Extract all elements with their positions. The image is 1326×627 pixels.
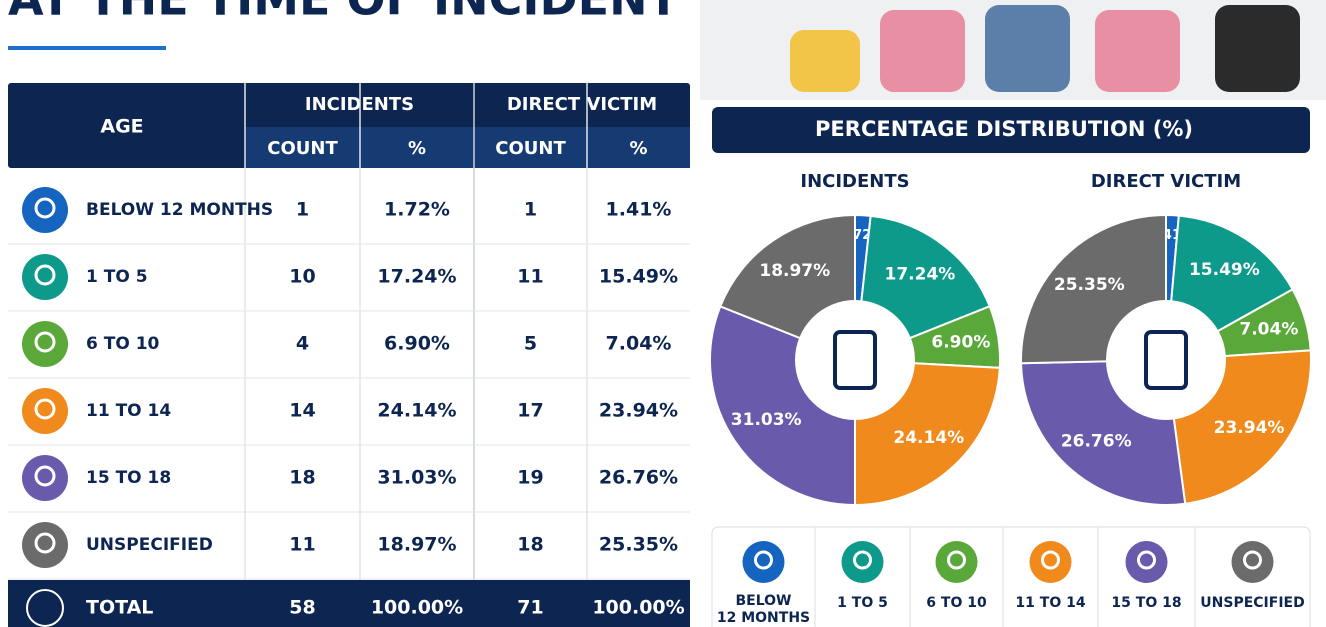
table-cell: 4 [296, 333, 309, 355]
legend-icon [1232, 541, 1274, 583]
table-total-label: TOTAL [86, 597, 153, 619]
legend-label: 15 TO 18 [1111, 595, 1181, 611]
pie-value-label: 26.76% [1061, 432, 1132, 452]
page: AT THE TIME OF INCIDENT PERCENTAGE DISTR… [0, 0, 1326, 627]
page-title: AT THE TIME OF INCIDENT [8, 0, 680, 26]
distribution-title: PERCENTAGE DISTRIBUTION (%) [815, 117, 1193, 141]
table-subheader-cell: COUNT [267, 138, 338, 159]
pie-value-label: 31.03% [731, 410, 802, 430]
pie-value-label: 17.24% [885, 265, 956, 285]
table-age-label: BELOW 12 MONTHS [86, 200, 273, 220]
infographic: AT THE TIME OF INCIDENT PERCENTAGE DISTR… [0, 0, 1326, 627]
table-cell: 1.72% [384, 199, 450, 221]
table-age-label: 6 TO 10 [86, 334, 160, 354]
table-subheader-cell: COUNT [495, 138, 566, 159]
pie-value-label: 25.35% [1054, 275, 1125, 295]
table-total-cell: 58 [289, 597, 315, 619]
table-cell: 18.97% [377, 534, 456, 556]
table-cell: 14 [289, 400, 315, 422]
legend-label: 1 TO 5 [837, 595, 888, 611]
table-cell: 19 [517, 467, 543, 489]
table-age-label: 15 TO 18 [86, 468, 171, 488]
pie-value-label: 6.90% [931, 333, 990, 353]
table-cell: 7.04% [606, 333, 672, 355]
table-cell: 25.35% [599, 534, 678, 556]
pie-value-label: 23.94% [1214, 418, 1285, 438]
kids-photo [700, 0, 1326, 100]
age-icon [22, 321, 68, 367]
legend-icon [936, 541, 978, 583]
pie-hole [795, 300, 915, 420]
pie-title: DIRECT VICTIM [1091, 171, 1241, 192]
table-cell: 18 [289, 467, 315, 489]
legend-label: 6 TO 10 [926, 595, 987, 611]
pie-title: INCIDENTS [800, 171, 909, 192]
age-icon [22, 388, 68, 434]
pie-hole [1106, 300, 1226, 420]
table-cell: 17 [517, 400, 543, 422]
table-age-label: UNSPECIFIED [86, 535, 213, 555]
table-cell: 11 [517, 266, 543, 288]
table-cell: 1 [524, 199, 537, 221]
age-icon [22, 455, 68, 501]
table-age-header: AGE [100, 116, 143, 138]
table-total-cell: 100.00% [371, 597, 463, 619]
pie-value-label: 7.04% [1239, 320, 1298, 340]
table-cell: 15.49% [599, 266, 678, 288]
age-icon [22, 254, 68, 300]
table-cell: 23.94% [599, 400, 678, 422]
table-age-label: 1 TO 5 [86, 267, 148, 287]
table-cell: 1.41% [606, 199, 672, 221]
table-cell: 10 [289, 266, 315, 288]
legend-icon [1126, 541, 1168, 583]
title-underline [8, 46, 166, 50]
legend-icon [1030, 541, 1072, 583]
pie-value-label: 15.49% [1189, 260, 1260, 280]
legend-icon [842, 541, 884, 583]
table-total-cell: 71 [517, 597, 543, 619]
table-subheader-cell: % [408, 138, 426, 159]
table-cell: 31.03% [377, 467, 456, 489]
pie-value-label: 18.97% [759, 261, 830, 281]
table-subheader-cell: % [629, 138, 647, 159]
age-icon [22, 187, 68, 233]
table-cell: 6.90% [384, 333, 450, 355]
table-cell: 26.76% [599, 467, 678, 489]
table-group-header: DIRECT VICTIM [507, 94, 657, 115]
age-icon [22, 522, 68, 568]
table-cell: 5 [524, 333, 537, 355]
legend-label: 11 TO 14 [1015, 595, 1085, 611]
table-cell: 17.24% [377, 266, 456, 288]
table-cell: 11 [289, 534, 315, 556]
table-total-cell: 100.00% [592, 597, 684, 619]
table-cell: 1 [296, 199, 309, 221]
legend-icon [743, 541, 785, 583]
table-age-label: 11 TO 14 [86, 401, 171, 421]
pie-value-label: 24.14% [893, 428, 964, 448]
legend-label: UNSPECIFIED [1200, 595, 1304, 611]
table-cell: 18 [517, 534, 543, 556]
table-cell: 24.14% [377, 400, 456, 422]
